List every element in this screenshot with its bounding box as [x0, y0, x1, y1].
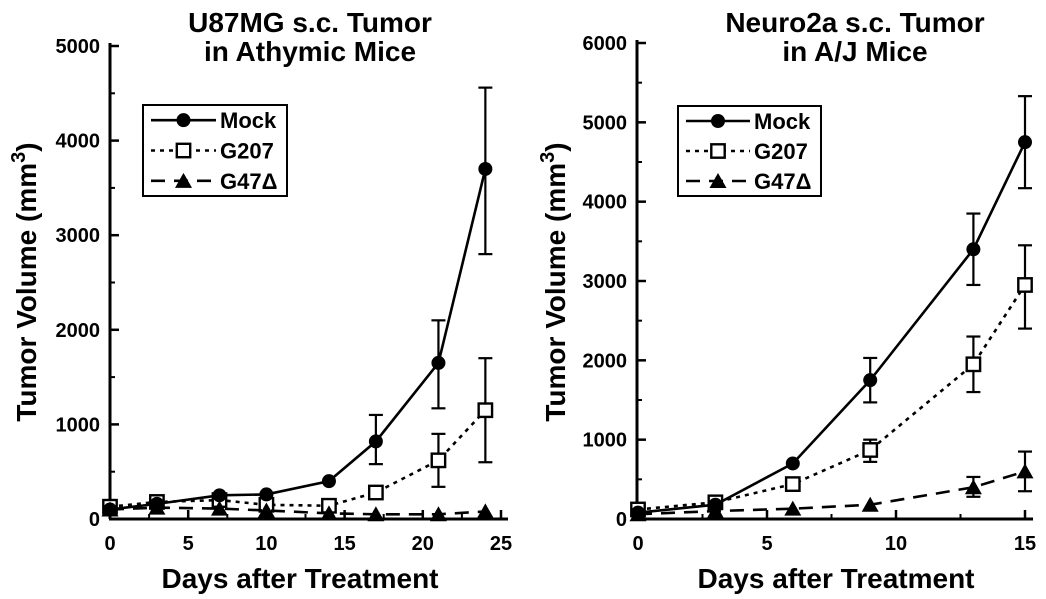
data-point-mock	[321, 474, 336, 489]
x-tick-label: 10	[885, 533, 907, 555]
y-axis-label: Tumor Volume (mm3)	[8, 142, 42, 421]
y-tick-label: 4000	[56, 131, 101, 153]
legend-marker-g47	[709, 173, 727, 188]
data-point-g207	[1017, 277, 1033, 293]
data-point-g47	[429, 506, 447, 522]
legend-marker-g207	[175, 142, 192, 159]
x-tick-label: 25	[490, 533, 512, 555]
series-line-g47	[637, 470, 1026, 516]
data-point-mock	[1018, 135, 1032, 150]
x-tick-label: 20	[412, 533, 434, 555]
y-tick-label: 2000	[583, 350, 628, 372]
legend-marker-mock	[176, 113, 191, 128]
data-point-g207	[862, 442, 879, 458]
series-g207	[630, 244, 1033, 518]
data-point-mock	[631, 505, 645, 520]
chart-neuro2a-aj-mice: 0 1000 2000 3000 4000 5000 6000 0 5 10 15 Mock G207 G…	[537, 7, 1037, 594]
y-tick-label: 2000	[56, 320, 101, 342]
x-tick-label: 10	[255, 533, 277, 555]
series-line-g207	[637, 284, 1027, 511]
data-point-g207	[477, 402, 494, 419]
legend-entry-mock: Mock	[686, 109, 811, 134]
data-point-mock	[478, 161, 493, 176]
y-tick-label: 1000	[583, 430, 628, 452]
data-point-mock	[368, 434, 383, 449]
data-point-mock	[103, 502, 117, 517]
chart-title-line1: U87MG s.c. Tumor	[188, 7, 432, 38]
legend-label: G207	[754, 139, 808, 164]
data-point-g47	[964, 479, 982, 495]
legend-marker-g207	[710, 143, 726, 159]
legend-label: Mock	[220, 108, 277, 133]
y-tick-label: 5000	[56, 36, 101, 58]
data-point-g207	[784, 476, 801, 492]
x-tick-label: 0	[632, 533, 643, 555]
series-mock	[103, 86, 493, 517]
legend: Mock G207 G47Δ	[677, 105, 822, 197]
chart-title-line1: Neuro2a s.c. Tumor	[725, 7, 984, 38]
y-tick-label: 0	[616, 509, 627, 531]
x-tick-label: 15	[333, 533, 355, 555]
legend-entry-mock: Mock	[151, 108, 277, 133]
data-point-g47	[861, 496, 879, 512]
data-point-g47	[1016, 463, 1034, 479]
data-point-mock	[259, 487, 274, 502]
x-tick-label: 5	[761, 533, 772, 555]
legend: Mock G207 G47Δ	[142, 104, 288, 197]
data-point-mock	[149, 496, 164, 511]
chart-title-line2: in A/J Mice	[782, 36, 927, 67]
data-point-mock	[431, 355, 446, 370]
data-point-g207	[430, 452, 447, 469]
y-tick-label: 1000	[56, 414, 101, 436]
data-point-mock	[212, 488, 227, 503]
data-point-mock	[785, 456, 800, 471]
data-point-g47	[367, 506, 385, 522]
series-g47	[629, 450, 1034, 522]
data-point-g47	[210, 500, 228, 516]
series-line-mock	[109, 168, 487, 511]
legend-entry-g207: G207	[686, 139, 808, 164]
y-tick-label: 3000	[56, 225, 101, 247]
y-tick-label: 5000	[583, 112, 628, 134]
data-point-mock	[966, 242, 981, 257]
data-point-g47	[320, 505, 338, 521]
legend-entry-g207: G207	[151, 139, 274, 164]
x-tick-label: 5	[183, 533, 194, 555]
series-line-g207	[109, 409, 487, 508]
y-tick-label: 4000	[583, 192, 628, 214]
y-tick-label: 6000	[583, 33, 628, 55]
series-line-g47	[109, 506, 486, 516]
legend-marker-g47	[175, 172, 192, 188]
chart-u87mg-athymic-mice: 0 1000 2000 3000 4000 5000 0 5 10 15 20 25 Mock G207 G…	[8, 7, 512, 594]
legend-entry-g47: G47Δ	[151, 169, 277, 194]
series-line-mock	[637, 141, 1027, 514]
legend-label: Mock	[754, 109, 811, 134]
data-point-mock	[708, 497, 723, 512]
data-point-g207	[367, 484, 384, 501]
data-point-g47	[784, 500, 802, 516]
y-tick-label: 0	[89, 509, 100, 531]
x-tick-label: 15	[1014, 533, 1036, 555]
y-axis-label: Tumor Volume (mm3)	[537, 142, 571, 421]
chart-title-line2: in Athymic Mice	[204, 36, 416, 67]
x-tick-label: 0	[104, 533, 115, 555]
data-point-g47	[476, 503, 494, 519]
legend-marker-mock	[711, 114, 725, 128]
axes: 0 1000 2000 3000 4000 5000 6000 0 5 10 15	[583, 33, 1037, 555]
data-point-mock	[863, 373, 878, 388]
x-axis-label: Days after Treatment	[697, 563, 974, 594]
legend-label: G47Δ	[754, 169, 811, 194]
legend-label: G207	[220, 139, 274, 164]
series-mock	[631, 95, 1032, 520]
y-tick-label: 3000	[583, 271, 628, 293]
data-point-g207	[965, 356, 982, 373]
data-point-g47	[257, 502, 275, 518]
series-g207	[102, 357, 494, 515]
legend-label: G47Δ	[220, 169, 277, 194]
x-axis-label: Days after Treatment	[161, 563, 438, 594]
legend-entry-g47: G47Δ	[686, 169, 811, 194]
